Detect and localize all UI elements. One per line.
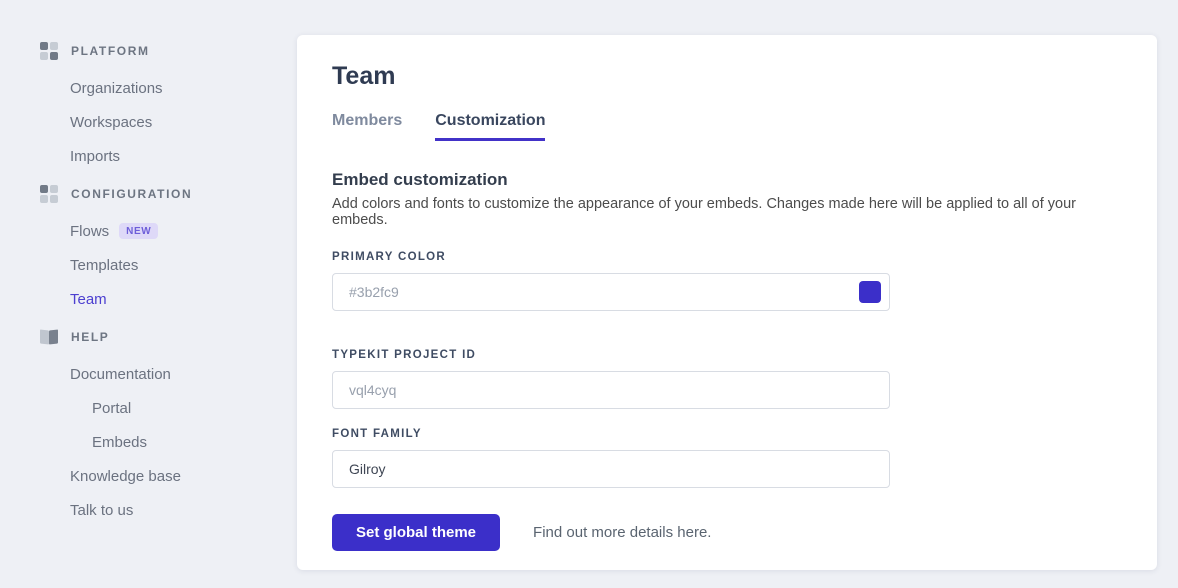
sidebar-section-label: HELP xyxy=(71,330,110,344)
typekit-project-id-label: TYPEKIT PROJECT ID xyxy=(332,349,477,362)
sidebar: PLATFORM Organizations Workspaces Import… xyxy=(0,0,297,588)
configuration-grid-icon xyxy=(40,185,58,203)
sidebar-item-flows[interactable]: Flows NEW xyxy=(70,223,297,242)
sidebar-item-imports[interactable]: Imports xyxy=(70,148,121,165)
typekit-project-id-field: TYPEKIT PROJECT ID xyxy=(332,349,1122,410)
typekit-project-id-input[interactable] xyxy=(332,371,890,410)
platform-grid-icon xyxy=(40,42,58,60)
more-details-text: Find out more details here. xyxy=(533,524,711,541)
sidebar-nav-configuration: Flows NEW Templates Team xyxy=(40,223,297,310)
sidebar-item-templates[interactable]: Templates xyxy=(70,257,139,274)
sidebar-nav-help: Documentation Portal Embeds Knowledge ba… xyxy=(40,366,297,521)
embed-customization-heading: Embed customization xyxy=(332,170,508,189)
tab-bar: Members Customization xyxy=(332,112,1122,141)
sidebar-item-label: Flows xyxy=(70,223,110,240)
typekit-project-id-input-wrap xyxy=(332,371,890,410)
new-badge: NEW xyxy=(119,223,159,239)
font-family-input[interactable] xyxy=(332,450,890,489)
more-details-link[interactable]: here. xyxy=(677,524,712,542)
color-swatch[interactable] xyxy=(859,281,881,304)
primary-color-field: PRIMARY COLOR xyxy=(332,251,1122,312)
tab-customization[interactable]: Customization xyxy=(435,112,546,141)
font-family-input-wrap xyxy=(332,450,890,489)
sidebar-section-configuration: CONFIGURATION Flows NEW Templates Team xyxy=(40,184,297,310)
sidebar-item-workspaces[interactable]: Workspaces xyxy=(70,114,153,131)
sidebar-section-platform-header: PLATFORM xyxy=(40,41,297,61)
sidebar-section-label: PLATFORM xyxy=(71,44,150,58)
primary-color-input[interactable] xyxy=(332,273,890,312)
sidebar-item-team[interactable]: Team xyxy=(70,291,107,308)
sidebar-section-platform: PLATFORM Organizations Workspaces Import… xyxy=(40,41,297,167)
primary-color-label: PRIMARY COLOR xyxy=(332,251,447,264)
sidebar-section-configuration-header: CONFIGURATION xyxy=(40,184,297,204)
sidebar-section-help-header: HELP xyxy=(40,327,297,347)
team-settings-card: Team Members Customization Embed customi… xyxy=(297,35,1157,570)
sidebar-item-organizations[interactable]: Organizations xyxy=(70,80,163,97)
set-global-theme-button[interactable]: Set global theme xyxy=(332,514,501,552)
sidebar-item-embeds[interactable]: Embeds xyxy=(92,434,148,451)
page-title: Team xyxy=(332,62,396,90)
help-book-icon xyxy=(40,329,58,346)
sidebar-section-label: CONFIGURATION xyxy=(71,187,193,201)
font-family-field: FONT FAMILY xyxy=(332,428,1122,489)
font-family-label: FONT FAMILY xyxy=(332,428,422,441)
sidebar-item-documentation[interactable]: Documentation xyxy=(70,366,171,383)
tab-members[interactable]: Members xyxy=(332,112,403,129)
sidebar-section-help: HELP Documentation Portal Embeds Knowled… xyxy=(40,327,297,521)
actions-row: Set global theme Find out more details h… xyxy=(332,514,1122,552)
sidebar-item-talk-to-us[interactable]: Talk to us xyxy=(70,502,134,519)
sidebar-item-portal[interactable]: Portal xyxy=(92,400,132,417)
embed-customization-description: Add colors and fonts to customize the ap… xyxy=(332,196,1076,229)
primary-color-input-wrap xyxy=(332,273,890,312)
more-details-prefix: Find out more details xyxy=(533,524,678,542)
sidebar-item-knowledge-base[interactable]: Knowledge base xyxy=(70,468,181,485)
sidebar-nav-platform: Organizations Workspaces Imports xyxy=(40,80,297,167)
